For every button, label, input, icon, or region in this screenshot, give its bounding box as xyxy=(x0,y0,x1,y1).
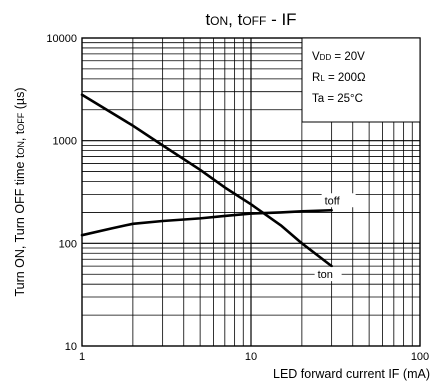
conditions-box-frame xyxy=(301,37,421,123)
y-tick-label: 10000 xyxy=(46,33,77,45)
y-axis-label: Turn ON, Turn OFF time tON, tOFF (µs) xyxy=(13,87,27,296)
condition-1: RL = 200Ω xyxy=(312,72,366,84)
series-label-toff: toff xyxy=(325,195,341,207)
x-tick-label: 1 xyxy=(79,351,85,363)
axis-labels: LED forward current IF (mA) Turn ON, Turn… xyxy=(13,87,430,381)
condition-0: VDD = 20V xyxy=(312,51,365,63)
series-label-bg-toff xyxy=(321,193,356,208)
series-layer: toff ton xyxy=(80,93,356,282)
x-tick-label: 10 xyxy=(245,351,257,363)
series-line-ton xyxy=(80,93,333,268)
y-tick-label: 100 xyxy=(59,238,77,250)
chart-title-text: tON, tOFF - IF xyxy=(205,10,296,29)
condition-2: Ta = 25°C xyxy=(312,93,363,105)
y-tick-label: 1000 xyxy=(53,136,77,148)
y-tick-label: 10 xyxy=(65,341,77,353)
x-axis-label: LED forward current IF (mA) xyxy=(273,367,430,381)
series-line-toff xyxy=(80,208,333,237)
series-label-ton: ton xyxy=(318,269,333,281)
x-tick-label: 100 xyxy=(411,351,429,363)
conditions-box: VDD = 20V RL = 200Ω Ta = 25°C xyxy=(301,37,421,123)
series-label-bg-ton xyxy=(314,267,342,282)
chart-title: tON, tOFF - IF xyxy=(205,10,296,29)
plot-frame xyxy=(81,37,421,347)
